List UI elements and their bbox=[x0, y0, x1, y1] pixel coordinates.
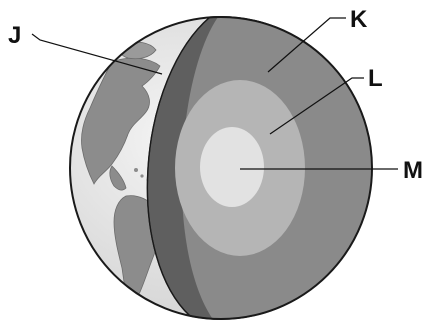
label-k: K bbox=[350, 6, 368, 33]
island-shape bbox=[140, 174, 144, 178]
central-america-landmass bbox=[109, 165, 127, 191]
label-j: J bbox=[8, 22, 21, 49]
island-shape bbox=[134, 168, 138, 172]
globe-outline bbox=[69, 16, 373, 320]
north-america-landmass bbox=[81, 57, 161, 185]
label-m: M bbox=[403, 157, 423, 184]
leader-line-l bbox=[269, 77, 364, 135]
crust-edge-line bbox=[146, 16, 211, 317]
leader-line-k bbox=[267, 17, 346, 73]
label-l: L bbox=[368, 65, 383, 92]
leader-line-j bbox=[31, 33, 163, 75]
inner-core-layer bbox=[200, 127, 264, 207]
